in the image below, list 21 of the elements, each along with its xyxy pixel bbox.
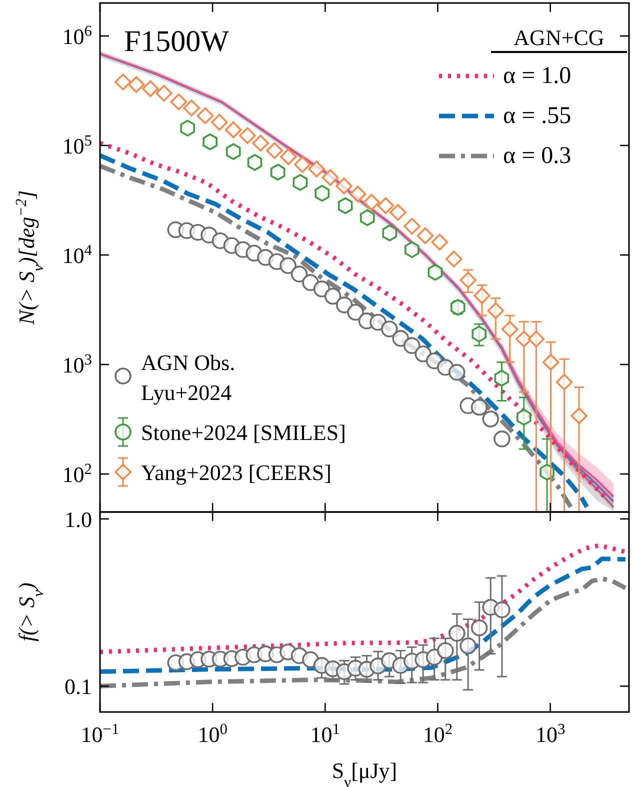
x-tick-label: 10$^{−1}$: [80, 720, 120, 747]
x-tick-label: 10$^{2}$: [422, 720, 453, 747]
legend-label: α = .55: [503, 103, 572, 129]
y-tick-label: 10$^{4}$: [62, 241, 92, 268]
legend-label: Stone+2024 [SMILES]: [141, 420, 346, 445]
x-tick-label: 10$^{1}$: [310, 720, 340, 747]
legend-label: AGN Obs. Lyu+2024: [141, 350, 236, 405]
y-tick-label: 10$^{5}$: [62, 132, 92, 158]
legend-label: Yang+2023 [CEERS]: [141, 460, 332, 485]
y-tick-label: 10$^{2}$: [62, 460, 92, 488]
legend-label: α = 1.0: [503, 63, 572, 89]
legend-title: AGN+CG: [514, 25, 604, 50]
y-tick-label: 10$^{3}$: [62, 351, 92, 378]
y-tick-label: 1.0: [64, 506, 92, 532]
x-axis-title: S$_{ν}$[μJy]: [332, 758, 398, 787]
y-tick-label: 10$^{6}$: [62, 22, 92, 49]
x-tick-label: 10$^{0}$: [198, 720, 228, 747]
legend-label: α = 0.3: [503, 143, 572, 169]
text: F1500W: [124, 25, 230, 58]
x-tick-label: 10$^{3}$: [535, 720, 566, 747]
y-tick-label: 0.1: [64, 674, 92, 700]
